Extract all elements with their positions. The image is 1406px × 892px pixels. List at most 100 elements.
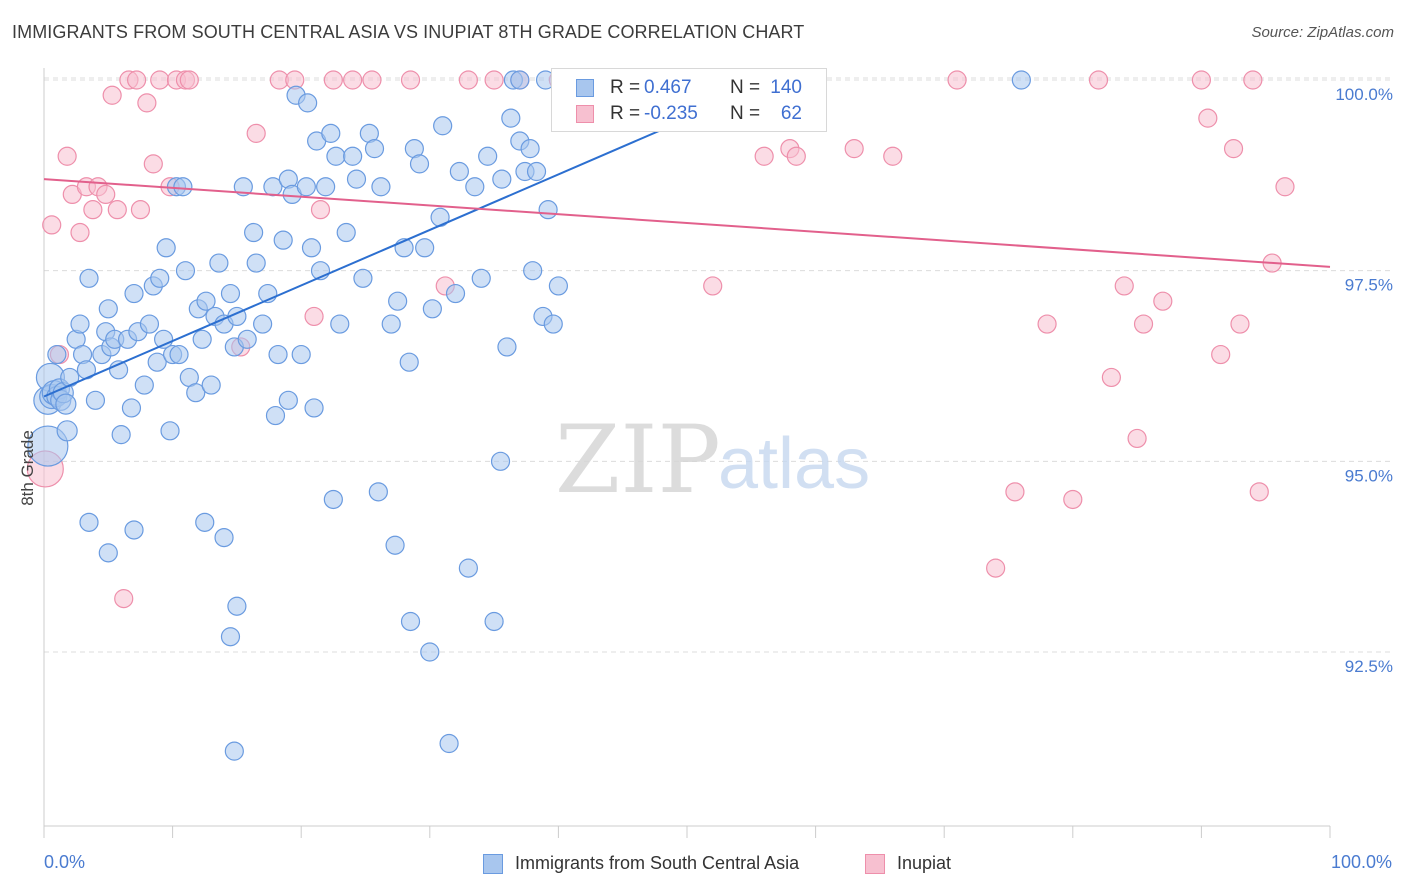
inupiat-point xyxy=(179,70,199,90)
immigrants-point xyxy=(246,253,266,273)
immigrants-point xyxy=(336,222,356,243)
immigrants-point xyxy=(244,222,264,243)
immigrants-point xyxy=(458,558,478,578)
legend-r-label: R = xyxy=(610,77,641,98)
immigrants-point xyxy=(85,390,106,410)
y-tick-label: 97.5% xyxy=(1345,276,1393,295)
immigrants-point xyxy=(304,398,324,418)
immigrants-point xyxy=(497,337,517,357)
inupiat-point xyxy=(1211,344,1231,365)
immigrants-point xyxy=(323,489,343,510)
inupiat-point xyxy=(754,146,774,166)
immigrants-point xyxy=(484,611,504,632)
immigrants-point xyxy=(330,314,350,334)
immigrants-point xyxy=(27,425,69,467)
inupiat-point xyxy=(1275,177,1295,197)
immigrants-point xyxy=(192,329,212,349)
y-tick-label: 92.5% xyxy=(1345,657,1393,676)
immigrants-point xyxy=(265,405,286,426)
immigrants-point xyxy=(98,299,118,319)
inupiat-point xyxy=(1191,70,1212,90)
immigrants-point xyxy=(124,520,144,540)
immigrants-point xyxy=(79,512,99,532)
immigrants-point xyxy=(490,451,511,471)
immigrants-point xyxy=(220,283,241,304)
inupiat-point xyxy=(1249,482,1269,502)
bottom-legend-swatch-pink xyxy=(865,854,885,874)
immigrants-point xyxy=(471,268,491,288)
immigrants-point xyxy=(368,482,388,502)
y-tick-label: 95.0% xyxy=(1345,466,1393,485)
inupiat-point xyxy=(400,70,421,90)
y-tick-labels: 92.5% 95.0% 97.5% 100.0% xyxy=(1335,85,1393,676)
immigrants-point xyxy=(385,535,405,555)
legend-r-value: -0.235 xyxy=(644,103,698,124)
inupiat-point xyxy=(114,589,134,609)
immigrants-point xyxy=(201,375,221,395)
inupiat-point xyxy=(1198,108,1218,128)
inupiat-point xyxy=(126,70,147,90)
y-tick-label: 100.0% xyxy=(1335,85,1393,104)
immigrants-point xyxy=(156,238,176,258)
immigrants-point xyxy=(316,177,336,197)
legend-n-value: 140 xyxy=(770,77,802,98)
inupiat-point xyxy=(1223,139,1244,159)
immigrants-point xyxy=(520,139,540,159)
immigrants-point xyxy=(139,314,160,334)
watermark-atlas: atlas xyxy=(718,424,870,504)
immigrants-point xyxy=(237,329,257,349)
immigrants-point xyxy=(543,314,563,334)
inupiat-point xyxy=(1243,70,1263,90)
immigrants-point xyxy=(465,177,485,197)
immigrants-point xyxy=(55,393,77,415)
inupiat-point xyxy=(986,558,1006,578)
trend-lines xyxy=(43,79,1331,398)
inupiat-point xyxy=(343,70,363,90)
inupiat-point xyxy=(130,200,151,220)
inupiat-point xyxy=(883,146,903,166)
inupiat-point xyxy=(844,139,864,159)
bottom-legend-label: Immigrants from South Central Asia xyxy=(515,853,800,873)
immigrants-point xyxy=(98,543,118,563)
immigrants-point xyxy=(56,420,78,442)
legend-swatch-blue xyxy=(576,79,594,97)
inupiat-point xyxy=(102,85,122,105)
immigrants-point xyxy=(538,200,558,220)
immigrants-point xyxy=(291,344,311,365)
x-axis-min-label: 0.0% xyxy=(44,852,86,872)
immigrants-point xyxy=(273,230,293,250)
inupiat-point xyxy=(1101,367,1121,388)
immigrants-point xyxy=(364,139,385,159)
inupiat-point xyxy=(310,200,331,220)
correlation-legend: R = 0.467 N = 140 R = -0.235 N = 62 xyxy=(551,68,827,132)
inupiat-point xyxy=(484,70,504,90)
immigrants-point xyxy=(478,146,498,166)
inupiat-point xyxy=(947,70,967,90)
immigrants-point xyxy=(449,161,469,182)
immigrants-point xyxy=(175,261,196,281)
watermark: ZIP atlas xyxy=(555,406,870,515)
immigrants-point xyxy=(353,268,373,288)
immigrants-point xyxy=(147,352,167,372)
immigrants-point xyxy=(121,398,142,418)
inupiat-point xyxy=(150,70,170,90)
immigrants-point xyxy=(214,527,234,548)
immigrants-point xyxy=(209,253,229,273)
source-label: Source: ZipAtlas.com xyxy=(1251,24,1394,41)
inupiat-point xyxy=(70,222,90,243)
immigrants-point xyxy=(439,733,459,754)
immigrants-point xyxy=(196,291,216,311)
legend-r-label: R = xyxy=(610,103,641,124)
immigrants-point xyxy=(445,283,466,304)
legend-r-value: 0.467 xyxy=(644,77,692,98)
legend-n-label: N = xyxy=(730,103,761,124)
inupiat-point xyxy=(1230,314,1250,334)
inupiat-point xyxy=(323,70,343,90)
immigrants-point xyxy=(371,177,391,197)
immigrants-point xyxy=(233,177,253,197)
inupiat-point xyxy=(703,276,723,296)
immigrants-point xyxy=(343,146,363,166)
immigrants-point xyxy=(173,177,193,197)
immigrants-point xyxy=(433,116,453,136)
